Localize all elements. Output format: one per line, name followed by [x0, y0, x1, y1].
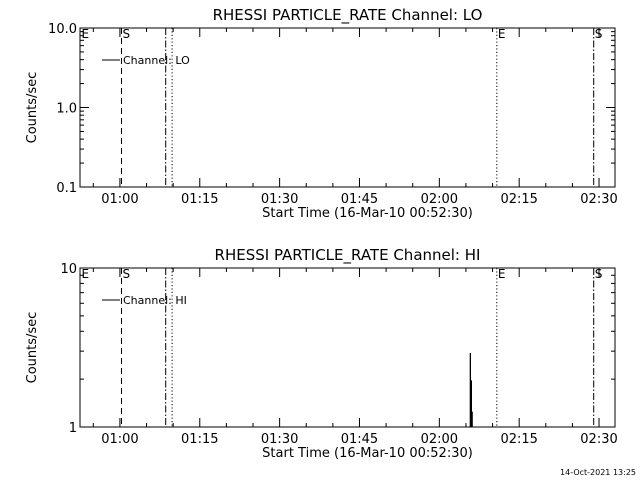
time-marker-label: E: [82, 267, 90, 281]
x-tick-label: 01:30: [261, 432, 298, 447]
series-line: [469, 353, 473, 428]
x-tick-label: 01:00: [101, 192, 138, 207]
time-marker-label: S: [595, 27, 603, 41]
y-tick-label: 1.0: [56, 102, 77, 117]
x-tick-label: 01:45: [341, 192, 378, 207]
chart-panel-hi: RHESSI PARTICLE_RATE Channel: HI 01:00 01:…: [25, 246, 618, 461]
x-tick-label: 01:30: [261, 192, 298, 207]
x-tick-label: 01:15: [181, 432, 218, 447]
y-axis-label: Counts/sec: [25, 72, 40, 144]
x-tick-label: 01:15: [181, 192, 218, 207]
time-marker-label: E: [498, 267, 506, 281]
y-tick-label: 0.1: [56, 181, 77, 196]
x-axis-label: Start Time (16-Mar-10 00:52:30): [262, 206, 473, 221]
plot-frame: [79, 27, 616, 188]
y-tick-label: 10.0: [48, 22, 77, 37]
x-tick-label: 02:00: [421, 432, 458, 447]
x-tick-label: 02:15: [500, 192, 537, 207]
legend-label: Channel: HI: [123, 294, 187, 307]
x-axis-label: Start Time (16-Mar-10 00:52:30): [262, 446, 473, 461]
x-tick-label: 02:15: [500, 432, 537, 447]
y-tick-label: 10: [60, 262, 77, 277]
time-marker-label: S: [595, 267, 603, 281]
chart-title: RHESSI PARTICLE_RATE Channel: LO: [213, 6, 483, 25]
x-tick-label: 02:30: [580, 192, 617, 207]
x-tick-label: 02:30: [580, 432, 617, 447]
time-marker-label: S: [123, 267, 131, 281]
time-marker-label: E: [82, 27, 90, 41]
x-tick-label: 01:45: [341, 432, 378, 447]
time-marker-label: E: [498, 27, 506, 41]
plot-frame: [79, 267, 616, 428]
x-tick-label: 01:00: [101, 432, 138, 447]
chart-title: RHESSI PARTICLE_RATE Channel: HI: [215, 246, 481, 265]
timestamp: 14-Oct-2021 13:25: [560, 468, 636, 477]
x-tick-label: 02:00: [421, 192, 458, 207]
y-axis-label: Counts/sec: [25, 312, 40, 384]
time-marker-label: S: [123, 27, 131, 41]
legend-label: Channel: LO: [123, 54, 190, 67]
y-tick-label: 1: [69, 421, 77, 436]
chart-panel-lo: RHESSI PARTICLE_RATE Channel: LO 01:00 01:…: [25, 6, 618, 221]
